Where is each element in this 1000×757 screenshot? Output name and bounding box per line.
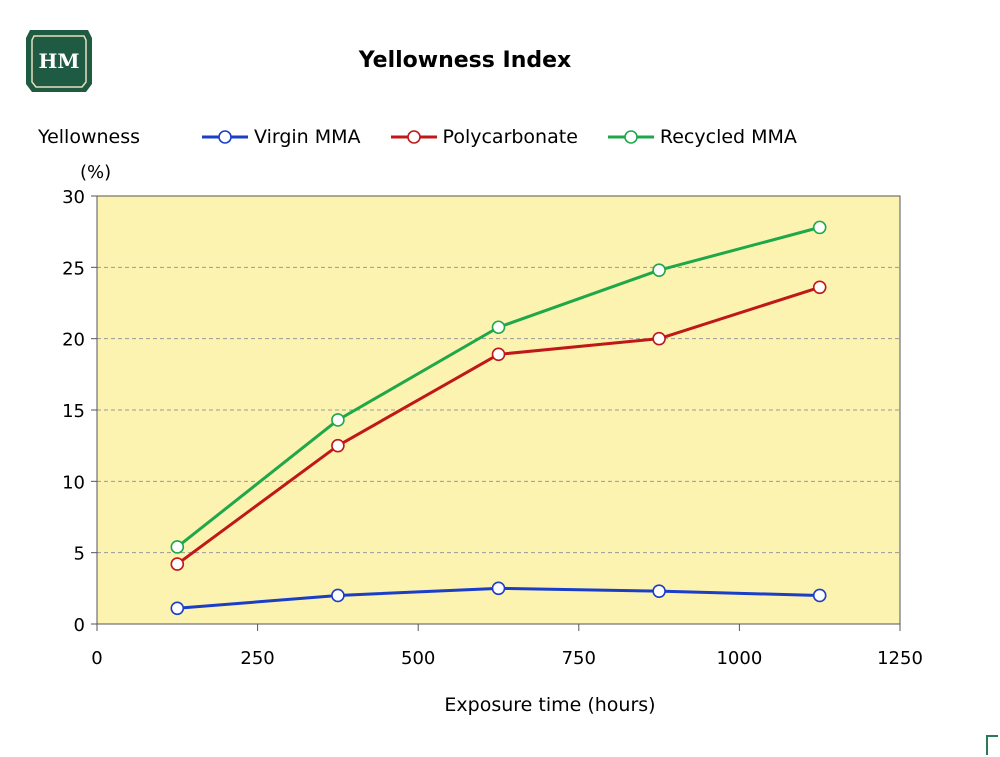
- legend-label: Recycled MMA: [659, 126, 797, 148]
- y-tick-label: 0: [74, 615, 85, 636]
- data-point: [491, 347, 506, 362]
- y-tick-label: 10: [62, 472, 85, 493]
- y-axis-label: Yellowness: [38, 126, 141, 148]
- x-tick-label: 1250: [877, 648, 923, 669]
- y-tick-label: 25: [62, 258, 85, 279]
- data-point: [652, 331, 666, 346]
- legend-item: Virgin MMA: [200, 126, 361, 148]
- data-point: [812, 280, 827, 295]
- data-point: [331, 438, 345, 453]
- legend-swatch-icon: [390, 130, 437, 144]
- y-tick-label: 20: [62, 330, 85, 351]
- corner-mark: [986, 735, 998, 755]
- x-tick-label: 750: [562, 648, 596, 669]
- data-point: [331, 588, 345, 603]
- data-point: [491, 581, 506, 596]
- x-tick-label: 500: [401, 648, 435, 669]
- y-tick-label: 15: [62, 401, 85, 422]
- x-axis-label: Exposure time (hours): [444, 694, 656, 716]
- x-tick-label: 250: [240, 648, 274, 669]
- data-point: [652, 584, 666, 598]
- data-point: [812, 588, 827, 603]
- logo-text: HM: [38, 49, 79, 73]
- data-point: [170, 557, 185, 571]
- data-point: [652, 263, 666, 277]
- y-tick-label: 30: [62, 187, 85, 208]
- logo: HM: [26, 30, 92, 92]
- x-tick-label: 0: [91, 648, 102, 669]
- legend: Virgin MMA Polycarbonate Recycled MMA: [200, 126, 797, 148]
- legend-item: Polycarbonate: [389, 126, 578, 148]
- y-tick-label: 5: [74, 544, 85, 565]
- data-point: [491, 320, 506, 335]
- logo-shield-icon: [26, 30, 92, 92]
- data-point: [170, 601, 185, 616]
- legend-swatch-icon: [202, 130, 248, 144]
- legend-label: Polycarbonate: [442, 126, 578, 148]
- legend-label: Virgin MMA: [254, 126, 361, 148]
- chart-title: Yellowness Index: [358, 48, 572, 73]
- legend-swatch-icon: [607, 130, 654, 144]
- y-axis-unit: (%): [80, 162, 112, 183]
- x-tick-label: 1000: [716, 648, 762, 669]
- data-point: [812, 220, 827, 235]
- data-point: [170, 540, 185, 554]
- data-point: [331, 413, 345, 427]
- legend-item: Recycled MMA: [606, 126, 797, 148]
